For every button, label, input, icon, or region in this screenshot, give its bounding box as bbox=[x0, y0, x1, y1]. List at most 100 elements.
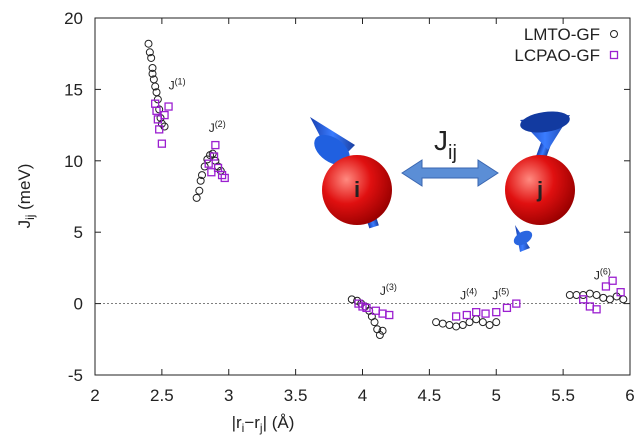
point bbox=[512, 299, 521, 308]
point bbox=[458, 321, 467, 330]
annotation-sup: (5) bbox=[498, 286, 509, 296]
annotation-sup: (1) bbox=[175, 76, 186, 86]
annotation: J(6) bbox=[594, 266, 611, 282]
point bbox=[452, 322, 461, 331]
annotation: J(3) bbox=[380, 282, 397, 298]
spin-label: i bbox=[354, 177, 360, 202]
x-label-part: |r bbox=[232, 413, 242, 432]
annotation-sup: (2) bbox=[215, 119, 226, 129]
point bbox=[451, 312, 461, 321]
annotation: J(1) bbox=[169, 76, 186, 92]
annotation-sup: (6) bbox=[600, 266, 611, 276]
y-label-sub: ij bbox=[23, 215, 37, 220]
x-label-sub: i bbox=[242, 421, 245, 435]
point bbox=[445, 321, 454, 330]
point bbox=[608, 276, 617, 285]
point bbox=[220, 173, 229, 183]
annotation: J(2) bbox=[209, 119, 226, 135]
y-tick-label: 0 bbox=[74, 295, 83, 314]
point bbox=[579, 295, 588, 304]
point bbox=[592, 291, 601, 300]
point bbox=[157, 139, 167, 148]
y-tick-label: 5 bbox=[74, 223, 83, 242]
point bbox=[585, 289, 594, 298]
point bbox=[211, 140, 220, 150]
point bbox=[164, 102, 173, 111]
x-label-sub: j bbox=[259, 421, 263, 435]
point bbox=[599, 293, 608, 302]
point bbox=[502, 303, 512, 313]
point bbox=[385, 310, 394, 320]
annotation-main: J bbox=[460, 288, 466, 302]
coupling-main: J bbox=[434, 125, 448, 156]
point bbox=[148, 63, 157, 72]
point bbox=[605, 295, 614, 304]
point bbox=[565, 291, 574, 300]
point bbox=[432, 318, 441, 327]
point bbox=[144, 39, 153, 48]
point bbox=[478, 318, 487, 327]
annotation-main: J bbox=[594, 268, 600, 282]
coupling-sub: ij bbox=[448, 142, 457, 164]
point bbox=[192, 193, 201, 202]
point bbox=[151, 82, 160, 91]
y-tick-label: 10 bbox=[64, 152, 83, 171]
point bbox=[616, 288, 625, 297]
point bbox=[153, 95, 162, 104]
annotation-main: J bbox=[169, 78, 175, 92]
point bbox=[153, 115, 163, 124]
annotation-sup: (4) bbox=[466, 286, 477, 296]
point bbox=[362, 303, 371, 313]
point bbox=[579, 291, 588, 300]
legend-marker bbox=[609, 50, 619, 60]
point bbox=[492, 318, 501, 327]
legend-marker bbox=[610, 30, 618, 38]
point bbox=[438, 319, 447, 328]
point bbox=[195, 186, 204, 195]
point bbox=[207, 168, 216, 177]
point bbox=[145, 48, 154, 57]
y-axis-label: Jij (meV) bbox=[15, 164, 37, 229]
x-tick-label: 4.5 bbox=[418, 386, 442, 405]
y-tick-label: 15 bbox=[64, 80, 83, 99]
x-tick-label: 2 bbox=[90, 386, 99, 405]
legend-label: LMTO-GF bbox=[524, 25, 600, 44]
point bbox=[375, 331, 384, 340]
x-tick-label: 3.5 bbox=[284, 386, 308, 405]
point bbox=[147, 53, 156, 62]
x-tick-label: 5 bbox=[492, 386, 501, 405]
point bbox=[465, 318, 474, 327]
x-axis-label: |ri−rj| (Å) bbox=[232, 413, 295, 435]
illustration: i j Jij bbox=[310, 111, 575, 252]
x-label-part: −r bbox=[244, 413, 260, 432]
point bbox=[198, 171, 206, 180]
x-label-part: | (Å) bbox=[263, 413, 295, 432]
x-tick-label: 5.5 bbox=[551, 386, 575, 405]
point bbox=[347, 295, 356, 304]
annotation: J(4) bbox=[460, 286, 477, 302]
point bbox=[209, 152, 219, 161]
y-label-part: (meV) bbox=[15, 164, 34, 215]
y-tick-label: -5 bbox=[68, 366, 83, 385]
annotation-main: J bbox=[380, 284, 386, 298]
x-tick-label: 2.5 bbox=[150, 386, 174, 405]
x-tick-label: 3 bbox=[224, 386, 233, 405]
y-label-part: J bbox=[15, 220, 34, 229]
point bbox=[481, 309, 490, 318]
point bbox=[619, 295, 628, 304]
point bbox=[196, 176, 205, 185]
point bbox=[378, 326, 387, 335]
point bbox=[462, 310, 471, 320]
annotation-main: J bbox=[492, 288, 498, 302]
point bbox=[378, 309, 387, 318]
point bbox=[601, 282, 611, 291]
x-tick-label: 6 bbox=[625, 386, 634, 405]
x-tick-label: 4 bbox=[358, 386, 367, 405]
point bbox=[370, 318, 379, 327]
annotation-sup: (3) bbox=[386, 282, 397, 292]
y-tick-label: 20 bbox=[64, 9, 83, 28]
point bbox=[160, 110, 169, 120]
legend-label: LCPAO-GF bbox=[514, 46, 600, 65]
coupling-label: Jij bbox=[434, 125, 457, 164]
